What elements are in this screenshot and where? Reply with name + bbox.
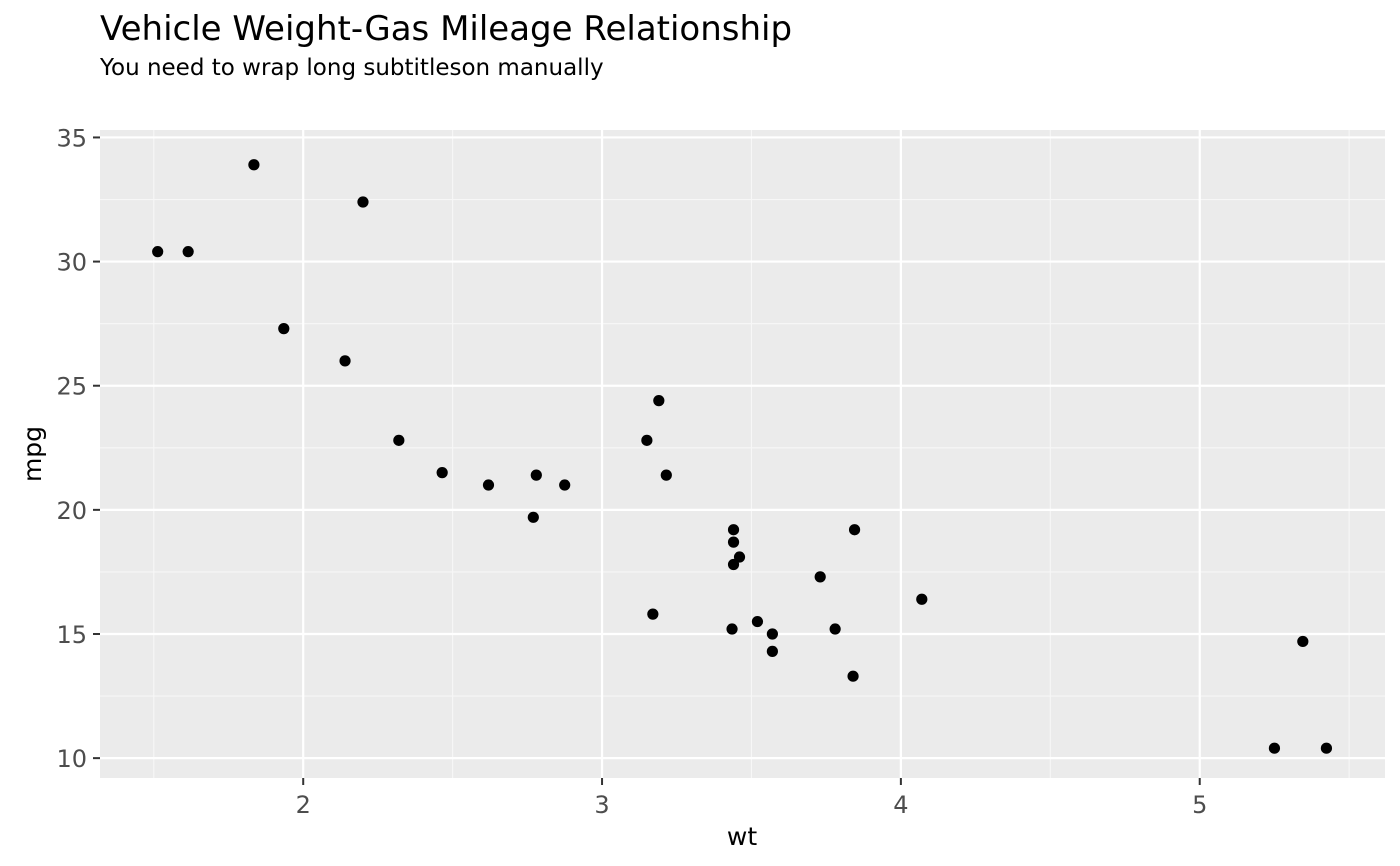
data-point — [1297, 635, 1309, 648]
y-tick-label: 20 — [56, 497, 87, 525]
x-tick-label: 5 — [1192, 791, 1207, 819]
data-point — [727, 524, 740, 536]
data-point — [339, 355, 351, 367]
grid-major — [100, 130, 1385, 778]
data-point — [393, 434, 405, 446]
data-point — [530, 469, 542, 481]
x-axis-title: wt — [727, 822, 757, 851]
x-tick-label: 2 — [296, 791, 311, 819]
grid-minor — [100, 130, 1385, 778]
data-point — [848, 524, 861, 536]
data-point — [916, 593, 928, 605]
data-point — [766, 645, 778, 657]
x-tick-label: 3 — [594, 791, 609, 819]
data-point — [733, 551, 746, 563]
data-point — [559, 479, 571, 491]
plot-panel — [100, 130, 1385, 778]
data-point — [182, 246, 194, 258]
y-axis-ticks: 10 15 20 25 30 35 — [56, 124, 100, 773]
x-axis-ticks: 2 3 4 5 — [296, 778, 1207, 819]
data-point — [357, 196, 369, 208]
data-point — [829, 623, 841, 635]
data-point — [152, 246, 164, 258]
y-axis-title: mpg — [18, 426, 47, 482]
data-point — [727, 536, 740, 548]
data-point — [248, 159, 260, 171]
y-tick-label: 25 — [56, 373, 87, 401]
data-point — [641, 434, 653, 446]
data-point — [527, 511, 539, 523]
y-tick-label: 10 — [56, 745, 87, 773]
data-point — [751, 615, 764, 628]
data-point — [436, 467, 448, 479]
data-point — [1320, 742, 1333, 754]
data-point — [647, 608, 659, 620]
data-point — [660, 469, 672, 481]
data-point — [727, 558, 740, 571]
y-tick-label: 35 — [56, 124, 87, 152]
chart-title: Vehicle Weight-Gas Mileage Relationship — [100, 9, 792, 49]
x-tick-label: 4 — [893, 791, 908, 819]
data-point — [278, 323, 290, 335]
data-point — [726, 623, 738, 635]
y-tick-label: 15 — [56, 621, 87, 649]
data-point — [1268, 742, 1281, 754]
y-tick-label: 30 — [56, 249, 87, 277]
data-points — [152, 159, 1333, 754]
data-point — [814, 571, 826, 583]
data-point — [653, 395, 665, 407]
data-point — [482, 479, 495, 491]
data-point — [766, 628, 778, 640]
data-point — [847, 670, 859, 682]
chart-subtitle: You need to wrap long subtitleson manual… — [99, 55, 604, 81]
